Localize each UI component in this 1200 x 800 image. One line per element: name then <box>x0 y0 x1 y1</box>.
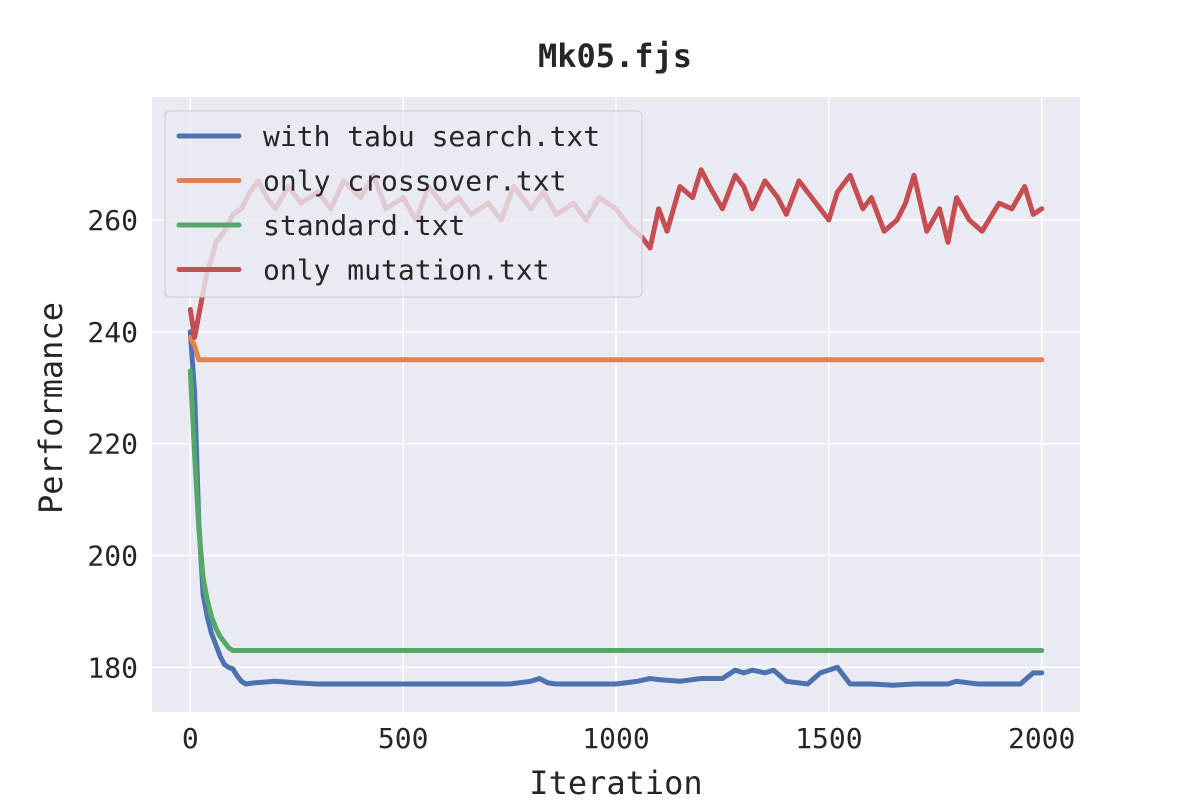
legend-box <box>164 110 643 298</box>
x-tick-label: 2000 <box>1008 722 1075 755</box>
legend-label: only crossover.txt <box>263 165 566 198</box>
legend-label: standard.txt <box>263 209 465 242</box>
y-tick-label: 240 <box>87 316 138 349</box>
series-line-2 <box>187 334 1045 363</box>
y-tick-label: 180 <box>87 651 138 684</box>
x-tick-label: 1000 <box>582 722 649 755</box>
legend-label: only mutation.txt <box>263 254 550 287</box>
series-line-3 <box>187 368 1045 653</box>
x-tick-label: 500 <box>378 722 429 755</box>
x-axis-label: Iteration <box>529 764 702 800</box>
x-tick-label: 0 <box>182 722 199 755</box>
chart-title: Mk05.fjs <box>538 37 692 75</box>
legend-label: with tabu search.txt <box>263 120 600 153</box>
y-axis-label: Performance <box>32 302 70 514</box>
series-line-1 <box>187 329 1045 688</box>
y-tick-label: 200 <box>87 539 138 572</box>
y-tick-label: 220 <box>87 428 138 461</box>
x-tick-label: 1500 <box>795 722 862 755</box>
y-tick-label: 260 <box>87 204 138 237</box>
tick-labels: 0 500 1000 1500 2000 180 200 220 240 260 <box>87 204 1075 755</box>
legend: with tabu search.txt only crossover.txt st… <box>164 110 643 298</box>
